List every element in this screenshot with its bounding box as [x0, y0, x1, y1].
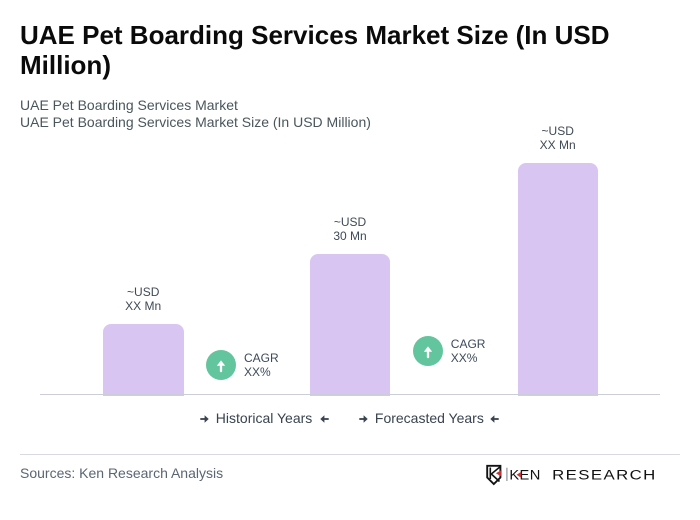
svg-text:KEN: KEN — [509, 468, 540, 484]
svg-text:RESEARCH: RESEARCH — [552, 468, 655, 483]
